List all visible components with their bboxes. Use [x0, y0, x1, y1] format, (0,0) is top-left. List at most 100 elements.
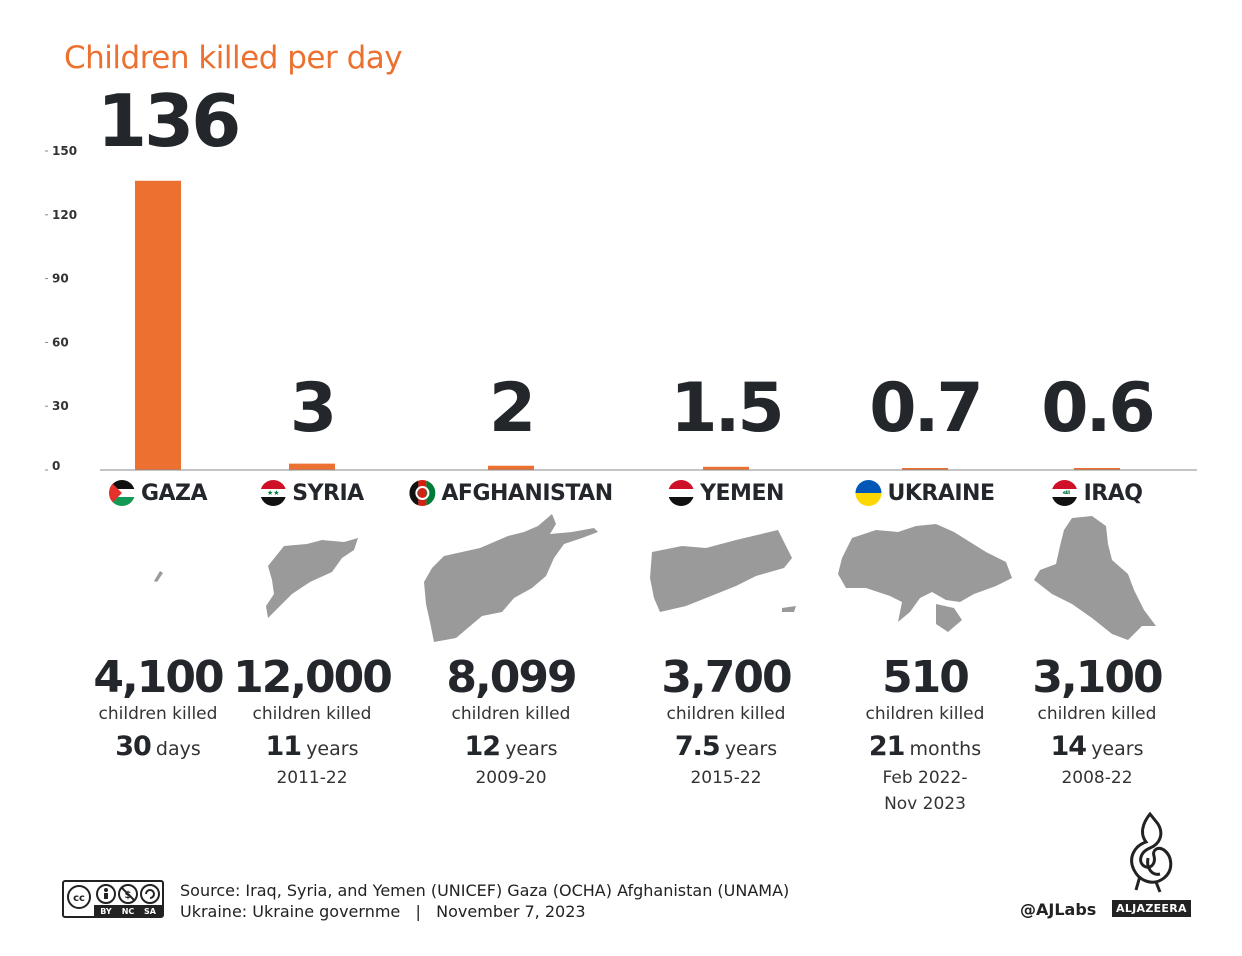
- children-killed-label: children killed: [451, 704, 571, 724]
- value-label-afghanistan: 2: [489, 369, 533, 448]
- children-killed-count: 3,700: [661, 652, 792, 703]
- ukraine-flag-icon: [855, 480, 882, 506]
- iraq-map: [1034, 516, 1156, 640]
- source-line-2: Ukraine: Ukraine governme | November 7, …: [180, 902, 586, 921]
- stats-iraq: 3,100 children killed 14 years 2008-22: [1002, 652, 1192, 791]
- afghanistan-flag-icon: [409, 480, 436, 506]
- y-tick-label: 150: [52, 144, 77, 158]
- children-killed-count: 510: [882, 652, 970, 703]
- yemen-map: [650, 530, 796, 612]
- y-tick-label: 120: [52, 208, 77, 222]
- bar-syria: [289, 463, 335, 470]
- svg-text:$: $: [125, 890, 132, 901]
- duration-number: 30: [115, 731, 152, 762]
- period: 2008-22: [1061, 768, 1133, 788]
- y-axis: 0 30 60 90 120 150: [45, 144, 77, 473]
- aljazeera-calligraphy-icon: [1130, 812, 1173, 893]
- duration-number: 11: [265, 731, 303, 762]
- duration-unit: years: [505, 738, 558, 760]
- period: Feb 2022- Nov 2023: [882, 768, 968, 814]
- period: 2009-20: [475, 768, 547, 788]
- value-label-yemen: 1.5: [670, 369, 781, 448]
- children-killed-count: 8,099: [446, 652, 577, 703]
- stats-syria: 12,000 children killed 11 years 2011-22: [217, 652, 407, 791]
- value-label-iraq: 0.6: [1041, 369, 1152, 448]
- sa-icon: [140, 884, 160, 904]
- source-note: Source: Iraq, Syria, and Yemen (UNICEF) …: [180, 880, 789, 922]
- duration-unit: years: [724, 738, 778, 760]
- stats-yemen: 3,700 children killed 7.5 years 2015-22: [631, 652, 821, 791]
- value-labels: 136 3 2 1.5 0.7 0.6: [97, 79, 1156, 448]
- country-label-gaza: GAZA: [108, 478, 208, 508]
- duration-unit: years: [1091, 738, 1144, 760]
- country-label-ukraine: UKRAINE: [855, 478, 995, 508]
- duration: 30 days: [63, 732, 253, 765]
- duration-unit: years: [306, 738, 359, 760]
- stats-afghanistan: 8,099 children killed 12 years 2009-20: [416, 652, 606, 791]
- duration-number: 7.5: [674, 731, 721, 762]
- ajlabs-handle: @AJLabs: [1020, 900, 1097, 919]
- children-killed-count: 4,100: [93, 652, 224, 703]
- bar-chart: 0 30 60 90 120 150 136 3 2 1.5 0.7 0.6: [45, 79, 1197, 473]
- period: 2015-22: [690, 768, 762, 788]
- period: 2011-22: [276, 768, 348, 788]
- country-name: UKRAINE: [887, 480, 995, 506]
- bar-afghanistan: [488, 465, 534, 470]
- children-killed-label: children killed: [666, 704, 786, 724]
- y-tick-label: 90: [52, 272, 69, 286]
- value-label-syria: 3: [290, 369, 334, 448]
- palestine-flag-icon: [108, 480, 135, 506]
- iraq-flag-icon: ﷲ: [1051, 480, 1078, 506]
- duration-number: 12: [464, 731, 502, 762]
- yemen-flag-icon: [668, 480, 695, 506]
- duration-number: 21: [868, 731, 906, 762]
- children-killed-count: 12,000: [233, 652, 393, 703]
- ukraine-map: [838, 524, 1012, 632]
- afghanistan-map: [424, 514, 598, 642]
- country-label-afghanistan: AFGHANISTAN: [409, 478, 613, 508]
- duration: 12 years: [416, 732, 606, 765]
- stats-gaza: 4,100 children killed 30 days: [63, 652, 253, 765]
- gaza-map: [154, 571, 163, 582]
- duration-unit: months: [909, 738, 982, 760]
- country-name: AFGHANISTAN: [441, 480, 613, 506]
- children-killed-label: children killed: [252, 704, 372, 724]
- country-label-iraq: ﷲ IRAQ: [1051, 478, 1143, 508]
- cc-sa-label: SA: [144, 907, 157, 916]
- value-label-ukraine: 0.7: [869, 369, 980, 448]
- duration: 7.5 years: [631, 732, 821, 765]
- y-tick-label: 0: [52, 459, 60, 473]
- duration: 11 years: [217, 732, 407, 765]
- source-line-1: Source: Iraq, Syria, and Yemen (UNICEF) …: [180, 881, 790, 900]
- aljazeera-logo: ALJAZEERA: [1112, 900, 1191, 917]
- duration-number: 14: [1050, 731, 1088, 762]
- children-killed-label: children killed: [865, 704, 985, 724]
- country-name: YEMEN: [700, 480, 784, 506]
- bar-ukraine: [902, 468, 948, 470]
- country-name: SYRIA: [292, 480, 364, 506]
- chart-title: Children killed per day: [64, 40, 403, 76]
- syria-flag-icon: ★★: [260, 480, 287, 506]
- bar-yemen: [703, 466, 749, 470]
- cc-icon: [67, 885, 91, 909]
- cc-by-label: BY: [100, 907, 112, 916]
- country-label-syria: ★★ SYRIA: [260, 478, 364, 508]
- children-killed-count: 3,100: [1032, 652, 1163, 703]
- bars: [135, 180, 1120, 471]
- duration: 14 years: [1002, 732, 1192, 765]
- svg-text:cc: cc: [73, 893, 85, 904]
- children-killed-label: children killed: [1037, 704, 1157, 724]
- y-tick-label: 30: [52, 399, 69, 413]
- y-tick-label: 60: [52, 335, 69, 349]
- stats-ukraine: 510 children killed 21 months Feb 2022- Nov…: [830, 652, 1020, 817]
- creative-commons-badge: cc $ BY NC SA: [62, 880, 164, 918]
- value-label-gaza: 136: [97, 79, 238, 163]
- syria-map: [266, 538, 358, 618]
- country-name: IRAQ: [1083, 480, 1143, 506]
- duration: 21 months: [830, 732, 1020, 765]
- country-name: GAZA: [140, 480, 208, 506]
- duration-unit: days: [155, 738, 201, 760]
- cc-nc-label: NC: [122, 907, 135, 916]
- country-label-yemen: YEMEN: [668, 478, 784, 508]
- bar-gaza: [135, 180, 181, 471]
